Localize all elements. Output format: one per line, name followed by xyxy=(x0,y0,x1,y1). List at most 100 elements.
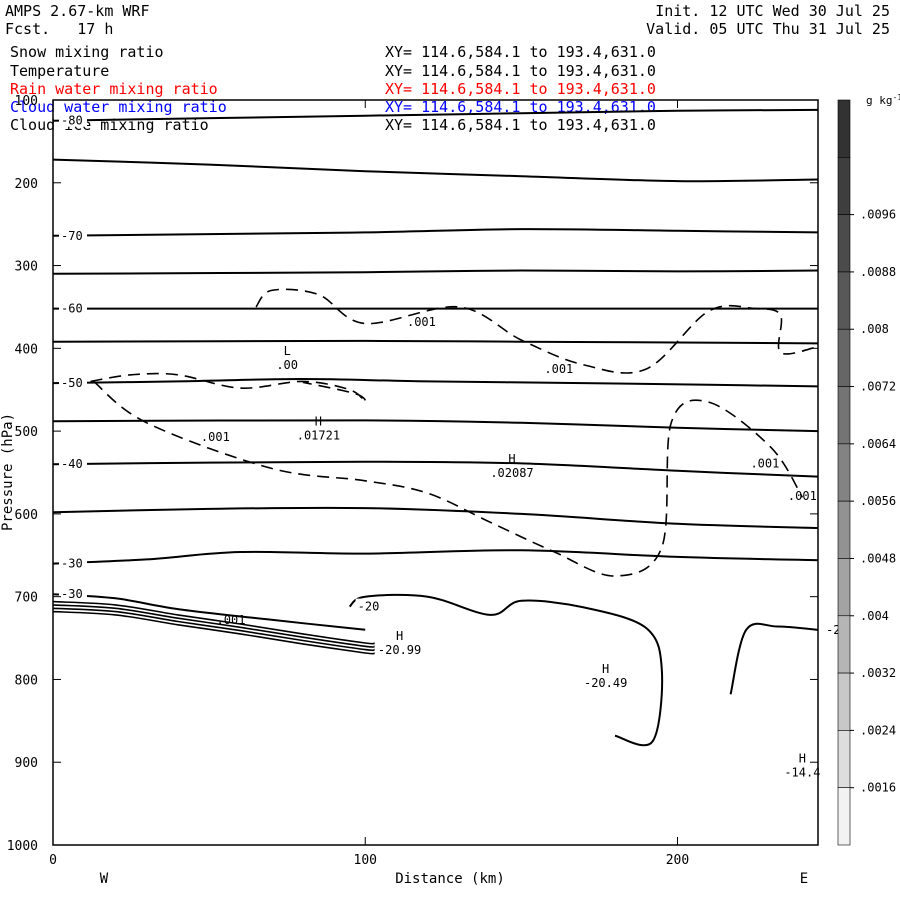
colorbar-swatch xyxy=(837,271,851,330)
isotherm-label-bg xyxy=(59,375,87,390)
field-xy: XY= 114.6,584.1 to 193.4,631.0 xyxy=(385,43,656,61)
colorbar-label: .0072 xyxy=(860,380,896,394)
extremum-marker: H xyxy=(315,415,322,429)
colorbar-swatch xyxy=(837,99,851,158)
snow-mixing-ratio-contour xyxy=(255,288,819,374)
isotherm-label-bg xyxy=(59,555,87,570)
colorbar-label: .004 xyxy=(860,609,889,623)
init-time: Init. 12 UTC Wed 30 Jul 25 xyxy=(655,2,890,20)
snow-mixing-ratio-contour xyxy=(90,372,367,403)
field-name: Snow mixing ratio xyxy=(10,43,164,61)
y-tick-label: 800 xyxy=(15,673,38,688)
colorbar-swatch xyxy=(837,500,851,559)
contour-value-label: .001 xyxy=(750,457,779,471)
isotherm-label: -70 xyxy=(61,229,83,243)
terrain-line xyxy=(52,610,376,655)
isotherm-line xyxy=(52,377,819,388)
colorbar-label: .0064 xyxy=(860,437,896,451)
field-name: Temperature xyxy=(10,62,110,80)
colorbar-swatch xyxy=(837,386,851,445)
isotherm-label: -80 xyxy=(61,114,83,128)
x-axis-label: Distance (km) xyxy=(395,871,505,887)
colorbar-label: .0024 xyxy=(860,723,896,737)
isotherm-line xyxy=(52,228,819,237)
extremum-value: -20.49 xyxy=(584,676,627,690)
isotherm-line xyxy=(348,593,664,747)
extremum-marker: H xyxy=(396,629,403,643)
colorbar-label: .0016 xyxy=(860,781,896,795)
colorbar-label: .008 xyxy=(860,322,889,336)
isotherm-label-bg xyxy=(59,227,87,242)
valid-time: Valid. 05 UTC Thu 31 Jul 25 xyxy=(646,20,890,38)
isotherm-line xyxy=(52,269,819,275)
y-tick-label: 900 xyxy=(15,756,38,771)
colorbar-swatch xyxy=(837,672,851,731)
colorbar-label: .0056 xyxy=(860,494,896,508)
extremum-value: -20.99 xyxy=(378,643,421,657)
isotherm-line xyxy=(729,622,819,695)
colorbar-swatch xyxy=(837,328,851,387)
field-xy: XY= 114.6,584.1 to 193.4,631.0 xyxy=(385,116,656,134)
plot-frame xyxy=(52,99,819,846)
terrain-line xyxy=(52,607,376,652)
isotherm-label: -60 xyxy=(61,302,83,316)
isotherm-line xyxy=(52,339,819,345)
y-tick-label: 100 xyxy=(15,94,38,109)
isotherm-label: -30 xyxy=(61,557,83,571)
x-tick-label: 0 xyxy=(49,853,57,868)
isotherm-line xyxy=(52,108,819,122)
y-tick-label: 400 xyxy=(15,342,38,357)
colorbar-swatch xyxy=(837,214,851,273)
y-tick-label: 700 xyxy=(15,591,38,606)
colorbar-unit-exponent: -1 xyxy=(893,93,900,102)
isotherm-label: -40 xyxy=(61,457,83,471)
extremum-value: .01721 xyxy=(297,429,340,443)
isotherm-line xyxy=(52,593,366,631)
contour-value-label: .001 xyxy=(544,362,573,376)
isotherm-label-bg xyxy=(59,300,87,315)
isotherm-label-bg xyxy=(59,586,87,601)
extremum-value: -14.4 xyxy=(784,766,820,780)
colorbar-swatch xyxy=(837,558,851,617)
contour-value-label: .001 xyxy=(788,489,817,503)
isotherm-line xyxy=(52,549,819,565)
contour-value-label: .001 xyxy=(201,430,230,444)
isotherm-label: -20 xyxy=(358,600,380,614)
field-name: Rain water mixing ratio xyxy=(10,80,218,98)
extremum-marker: H xyxy=(602,662,609,676)
field-xy: XY= 114.6,584.1 to 193.4,631.0 xyxy=(385,62,656,80)
colorbar-label: .0096 xyxy=(860,208,896,222)
isotherm-line xyxy=(52,158,819,183)
field-name: Cloud water mixing ratio xyxy=(10,98,227,116)
colorbar-swatch xyxy=(837,157,851,215)
model-title: AMPS 2.67-km WRF xyxy=(5,2,150,20)
isotherm-label-bg xyxy=(355,598,384,613)
colorbar-unit: g kg-1 xyxy=(866,93,900,107)
colorbar-swatch xyxy=(837,730,851,788)
extremum-value: .02087 xyxy=(490,466,533,480)
field-name: Cloud ice mixing ratio xyxy=(10,116,209,134)
x-tick-label: 200 xyxy=(666,853,689,868)
y-axis-label: Pressure (hPa) xyxy=(0,413,16,531)
contour-value-label: .001 xyxy=(217,613,246,627)
field-xy: XY= 114.6,584.1 to 193.4,631.0 xyxy=(385,80,656,98)
colorbar-swatch xyxy=(837,615,851,674)
extremum-value: .00 xyxy=(276,358,298,372)
plot-area xyxy=(52,108,852,747)
colorbar-swatch xyxy=(837,443,851,502)
y-tick-label: 600 xyxy=(15,508,38,523)
extremum-marker: L xyxy=(284,344,291,358)
snow-mixing-ratio-contour xyxy=(93,380,804,577)
isotherm-label-bg xyxy=(59,112,87,127)
colorbar-swatch xyxy=(837,787,851,846)
contour-value-label: .001 xyxy=(407,315,436,329)
y-tick-label: 500 xyxy=(15,425,38,440)
west-label: W xyxy=(100,871,109,887)
isotherm-line xyxy=(52,506,819,529)
isotherm-label: -30 xyxy=(61,587,83,601)
terrain-line xyxy=(52,604,376,648)
x-tick-label: 100 xyxy=(354,853,377,868)
isotherm-line xyxy=(52,460,819,478)
terrain-line xyxy=(52,600,376,645)
